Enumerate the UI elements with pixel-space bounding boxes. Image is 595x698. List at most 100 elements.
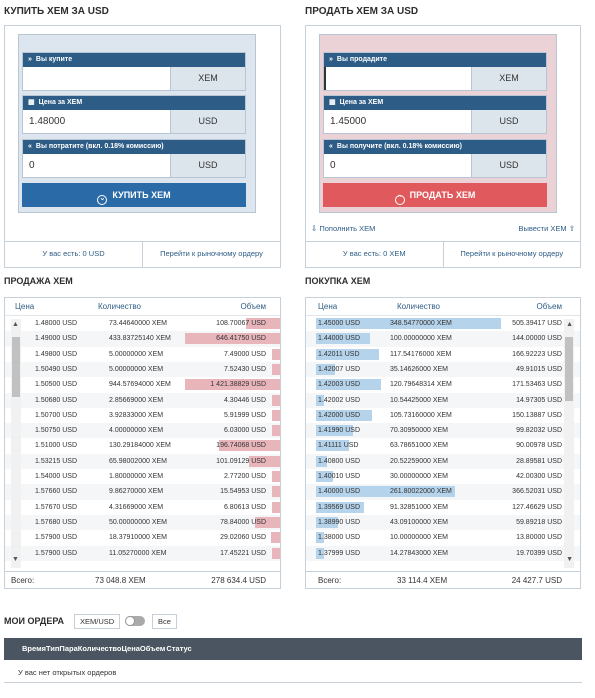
pair-toggle[interactable] [125,616,145,626]
sell-order-book: Цена Количество Объем 1.48000 USD 73.4464… [4,297,281,589]
table-row[interactable]: 1.57680 USD 50.00000000 XEM 78.84000 USD [5,514,280,531]
table-row[interactable]: 1.39569 USD 91.32851000 XEM 127.46629 USD [306,500,580,515]
sell-book-rows[interactable]: 1.48000 USD 73.44640000 XEM 108.70067 USD 1… [5,316,280,569]
table-row[interactable]: 1.38000 USD 10.00000000 XEM 13.80000 USD [306,530,580,545]
table-row[interactable]: 1.42007 USD 35.14626000 XEM 49.91015 USD [306,361,580,378]
depth-bar [316,471,333,482]
table-row[interactable]: 1.40010 USD 30.00000000 XEM 42.00300 USD [306,469,580,484]
col-vol: Объем [240,302,267,311]
sell-total-field: «Вы получите (вкл. 0.18% комиссию) USD [323,139,547,178]
table-row[interactable]: 1.42011 USD 117.54176000 XEM 166.92223 USD [306,347,580,362]
buy-total-input[interactable] [23,154,171,177]
price-cell: 1.40800 USD [318,457,361,465]
table-row[interactable]: 1.51000 USD 130.29184000 XEM 196.74068 USD [5,438,280,453]
table-row[interactable]: 1.44000 USD 100.00000000 XEM 144.00000 USD [306,331,580,347]
table-row[interactable]: 1.50490 USD 5.00000000 XEM 7.52430 USD [5,361,280,378]
scrollbar-thumb[interactable] [12,337,20,397]
table-row[interactable]: 1.41990 USD 70.30950000 XEM 99.82032 USD [306,423,580,439]
depth-bar [272,547,280,559]
qty-cell: 120.79648314 XEM [390,381,452,389]
table-row[interactable]: 1.49800 USD 5.00000000 XEM 7.49000 USD [5,347,280,362]
scroll-up-icon[interactable]: ▲ [12,321,19,328]
table-row[interactable]: 1.48000 USD 73.44640000 XEM 108.70067 USD [5,316,280,331]
scrollbar[interactable] [11,319,21,568]
sell-amount-field: » Вы продадите XEM [323,52,547,91]
table-row[interactable]: 1.40800 USD 20.52259000 XEM 28.89581 USD [306,453,580,469]
depth-bar [316,425,353,437]
table-row[interactable]: 1.50750 USD 4.00000000 XEM 6.03000 USD [5,423,280,439]
qty-cell: 348.54770000 XEM [390,320,452,327]
deposit-xem-link[interactable]: ⇩ Пополнить XEM [311,224,376,233]
buy-book-rows[interactable]: 1.45000 USD 348.54770000 XEM 505.39417 USD… [306,316,580,569]
sell-market-order-link[interactable]: Перейти к рыночному ордеру [460,249,564,258]
qty-cell: 4.31669000 XEM [109,503,164,511]
sell-total-label: Всего: [11,576,35,585]
qty-cell: 11.05270000 XEM [109,549,167,557]
scroll-up-icon[interactable]: ▲ [566,321,573,328]
table-row[interactable]: 1.42003 USD 120.79648314 XEM 171.53463 USD [306,377,580,392]
table-row[interactable]: 1.57900 USD 18.37910000 XEM 29.02060 USD [5,530,280,545]
qty-cell: 50.00000000 XEM [109,518,167,526]
buy-xem-button[interactable]: ⌄ КУПИТЬ XEM [22,183,246,207]
table-row[interactable]: 1.57670 USD 4.31669000 XEM 6.80613 USD [5,500,280,515]
price-cell: 1.49800 USD [35,350,78,358]
depth-bar [272,409,280,421]
table-row[interactable]: 1.57660 USD 9.86270000 XEM 15.54953 USD [5,484,280,500]
sell-price-input[interactable] [324,110,472,133]
chevrons-left-icon: « [329,143,333,150]
table-row[interactable]: 1.38990 USD 43.09100000 XEM 59.89218 USD [306,514,580,531]
price-cell: 1.42011 USD [318,350,360,358]
table-row[interactable]: 1.49000 USD 433.83725140 XEM 646.41750 USD [5,331,280,347]
vol-cell: 171.53463 USD [512,381,562,389]
table-row[interactable]: 1.50500 USD 944.57694000 XEM 1 421.38829 U… [5,377,280,392]
qty-cell: 1.80000000 XEM [109,473,164,480]
table-row[interactable]: 1.37999 USD 14.27843000 XEM 19.70399 USD [306,545,580,561]
price-cell: 1.50700 USD [35,411,78,419]
all-filter[interactable]: Все [152,614,177,629]
withdraw-xem-link[interactable]: Вывести XEM ⇧ [518,224,575,233]
sell-xem-button[interactable]: ⌃ ПРОДАТЬ XEM [323,183,547,207]
buy-total-vol: 24 427.7 USD [511,576,562,585]
price-cell: 1.54000 USD [35,473,78,480]
table-row[interactable]: 1.40000 USD 261.80022000 XEM 366.52031 USD [306,484,580,500]
buy-price-input[interactable] [23,110,171,133]
scroll-down-icon[interactable]: ▼ [566,556,573,563]
table-row[interactable]: 1.53215 USD 65.98002000 XEM 101.09129 USD [5,453,280,469]
qty-cell: 105.73160000 XEM [390,411,452,419]
table-row[interactable]: 1.42002 USD 10.54425000 XEM 14.97305 USD [306,392,580,408]
price-cell: 1.45000 USD [318,320,361,327]
table-row[interactable]: 1.50700 USD 3.92833000 XEM 5.91999 USD [5,408,280,423]
price-cell: 1.50500 USD [35,381,78,389]
table-row[interactable]: 1.57900 USD 11.05270000 XEM 17.45221 USD [5,545,280,561]
buy-market-order-link[interactable]: Перейти к рыночному ордеру [160,249,263,258]
scroll-down-icon[interactable]: ▼ [12,556,19,563]
table-row[interactable]: 1.41111 USD 63.78651000 XEM 90.00978 USD [306,438,580,453]
sell-amount-input[interactable] [324,67,472,90]
buy-amount-input[interactable] [23,67,171,90]
buy-total-label: Вы потратите (вкл. 0.18% комиссию) [35,143,164,150]
depth-bar [316,516,339,528]
pair-filter[interactable]: XEM/USD [74,614,121,629]
vol-cell: 13.80000 USD [516,534,562,542]
price-cell: 1.42002 USD [318,396,361,404]
price-cell: 1.40000 USD [318,488,361,496]
scrollbar-thumb[interactable] [565,337,573,401]
buy-panel: »Вы купите XEM ▦Цена за XEM USD «Вы потр… [4,25,281,268]
price-cell: 1.57660 USD [35,488,78,496]
depth-bar [316,486,455,498]
price-cell: 1.49000 USD [35,335,78,343]
scrollbar[interactable] [564,319,574,568]
table-row[interactable]: 1.42000 USD 105.73160000 XEM 150.13887 USD [306,408,580,423]
vol-cell: 15.54953 USD [220,488,266,496]
qty-cell: 9.86270000 XEM [109,488,164,496]
table-row[interactable]: 1.54000 USD 1.80000000 XEM 2.77200 USD [5,469,280,484]
calculator-icon: ▦ [329,99,336,106]
table-row[interactable]: 1.50680 USD 2.85669000 XEM 4.30446 USD [5,392,280,408]
table-row[interactable]: 1.45000 USD 348.54770000 XEM 505.39417 USD [306,316,580,331]
depth-bar [316,532,324,544]
vol-cell: 29.02060 USD [220,534,266,542]
vol-cell: 1 421.38829 USD [210,381,266,389]
buy-order-book: Цена Количество Объем 1.45000 USD 348.547… [305,297,581,589]
sell-total-input[interactable] [324,154,472,177]
sell-panel: »Вы продадите XEM ▦Цена за XEM USD «Вы п… [305,25,581,268]
